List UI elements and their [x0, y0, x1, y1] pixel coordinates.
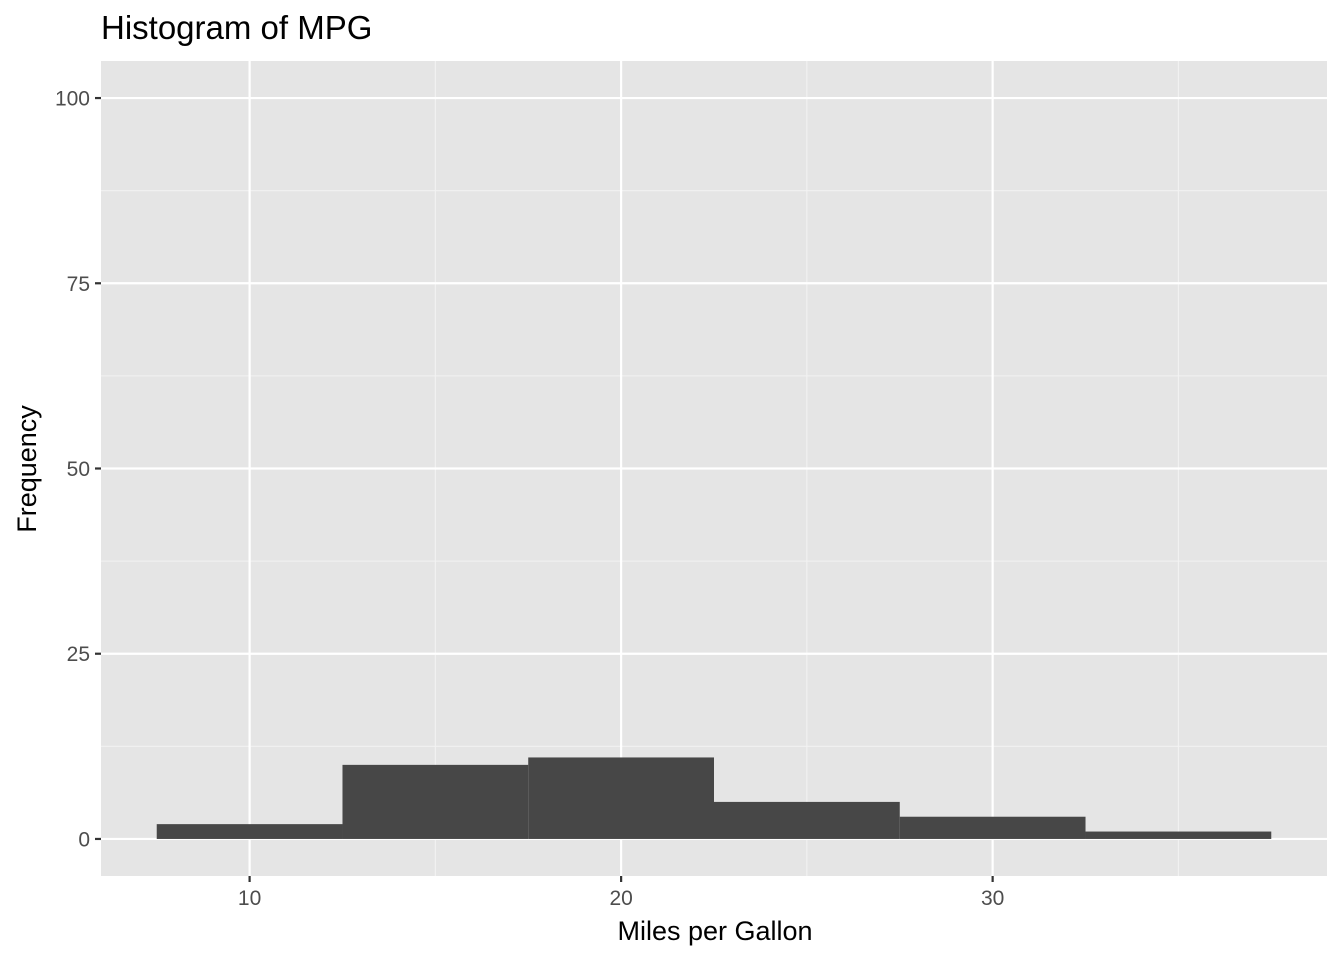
- y-tick-label: 0: [78, 828, 90, 851]
- histogram-bars: [156, 757, 1272, 839]
- histogram-bar: [156, 824, 343, 839]
- y-axis-title: Frequency: [12, 405, 42, 533]
- chart-title: Histogram of MPG: [101, 9, 372, 46]
- histogram-bar: [528, 757, 714, 839]
- x-tick-label: 30: [981, 887, 1004, 910]
- y-tick-label: 25: [67, 643, 90, 666]
- histogram-bar: [899, 816, 1086, 839]
- y-axis: 0 25 50 75 100: [55, 88, 101, 851]
- histogram-bar: [342, 764, 529, 839]
- y-tick-label: 100: [55, 88, 90, 111]
- histogram-bar: [1085, 831, 1272, 839]
- x-tick-label: 10: [238, 887, 261, 910]
- x-axis-title: Miles per Gallon: [617, 916, 812, 946]
- y-tick-label: 75: [67, 273, 90, 296]
- histogram-bar: [714, 801, 900, 839]
- x-axis: 10 20 30: [238, 876, 1004, 910]
- x-tick-label: 20: [609, 887, 632, 910]
- y-tick-label: 50: [67, 458, 90, 481]
